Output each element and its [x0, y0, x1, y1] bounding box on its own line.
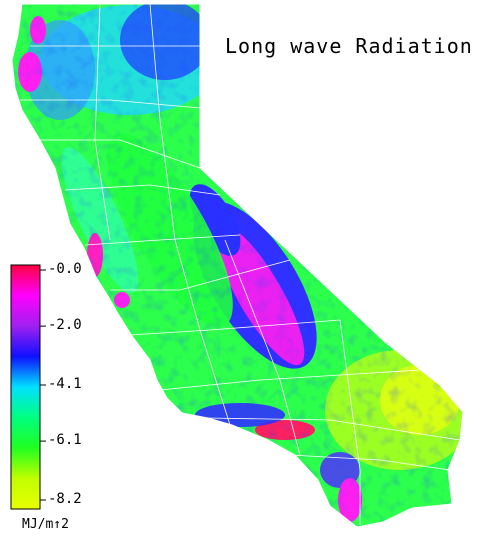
- colorbar-tick-label: -2.0: [48, 317, 82, 334]
- colorbar-tick-label: -4.1: [48, 376, 82, 392]
- colorbar-tick-label: -6.1: [48, 432, 82, 449]
- colorbar: [10, 264, 46, 510]
- colorbar-unit-label: MJ/m↑2: [22, 517, 69, 532]
- colorbar-tick-label: -0.0: [48, 261, 82, 277]
- county-boundaries: [20, 3, 461, 525]
- colorbar-gradient: [10, 264, 41, 510]
- map-title: Long wave Radiation: [225, 34, 473, 58]
- colorbar-tick-label: -8.2: [48, 491, 82, 507]
